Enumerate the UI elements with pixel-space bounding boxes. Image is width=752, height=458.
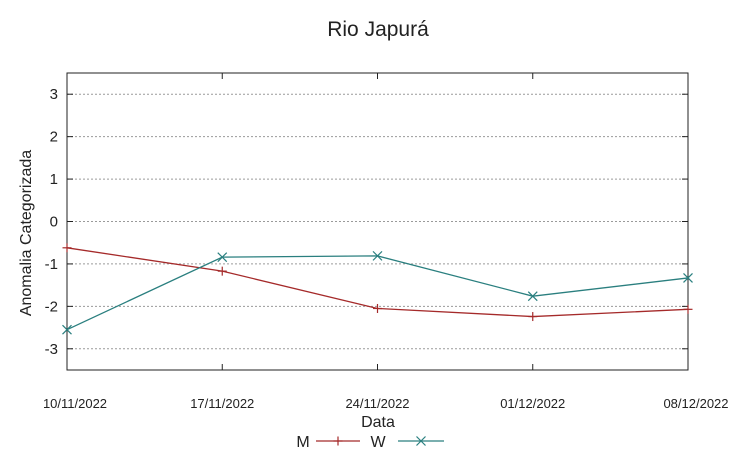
y-tick-label: 1: [50, 171, 58, 188]
plot-frame: [66, 72, 689, 371]
data-point-M: [373, 303, 382, 313]
data-point-W: [683, 273, 693, 283]
x-tick-label: 08/12/2022: [663, 396, 728, 411]
y-tick-label: -2: [45, 298, 58, 315]
x-tick-label: 10/11/2022: [43, 396, 107, 411]
grid-lines: [67, 93, 688, 350]
x-tick-label: 01/12/2022: [500, 396, 565, 411]
y-tick-label: 0: [50, 214, 58, 231]
y-axis-ticks: 3 2 1 0 -1 -2 -3: [45, 86, 688, 358]
series-line-W: [66, 255, 689, 331]
data-point-M: [217, 266, 227, 276]
y-axis-label: Anomalia Categorizada: [18, 150, 35, 316]
data-point-M: [62, 243, 72, 253]
y-tick-label: -3: [45, 341, 58, 358]
series-layer: [62, 243, 693, 335]
x-axis-label: Data: [361, 414, 395, 431]
x-tick-label: 17/11/2022: [190, 396, 254, 411]
legend-label: M: [296, 434, 309, 451]
y-tick-label: 3: [50, 86, 58, 103]
data-point-W: [217, 252, 228, 263]
data-point-M: [683, 304, 693, 314]
chart-title: Rio Japurá: [327, 18, 429, 41]
x-tick-label: 24/11/2022: [345, 396, 409, 411]
y-tick-label: -1: [45, 256, 58, 273]
data-point-M: [528, 312, 538, 322]
data-point-W: [62, 324, 72, 335]
legend-marker: [416, 436, 426, 446]
data-point-W: [527, 291, 538, 302]
y-tick-label: 2: [50, 129, 58, 146]
legend-label: W: [370, 434, 386, 451]
data-point-W: [372, 250, 383, 261]
x-axis-ticks: 10/11/2022 17/11/2022 24/11/2022 01/12/2022…: [43, 73, 729, 411]
legend-marker: [333, 436, 343, 446]
